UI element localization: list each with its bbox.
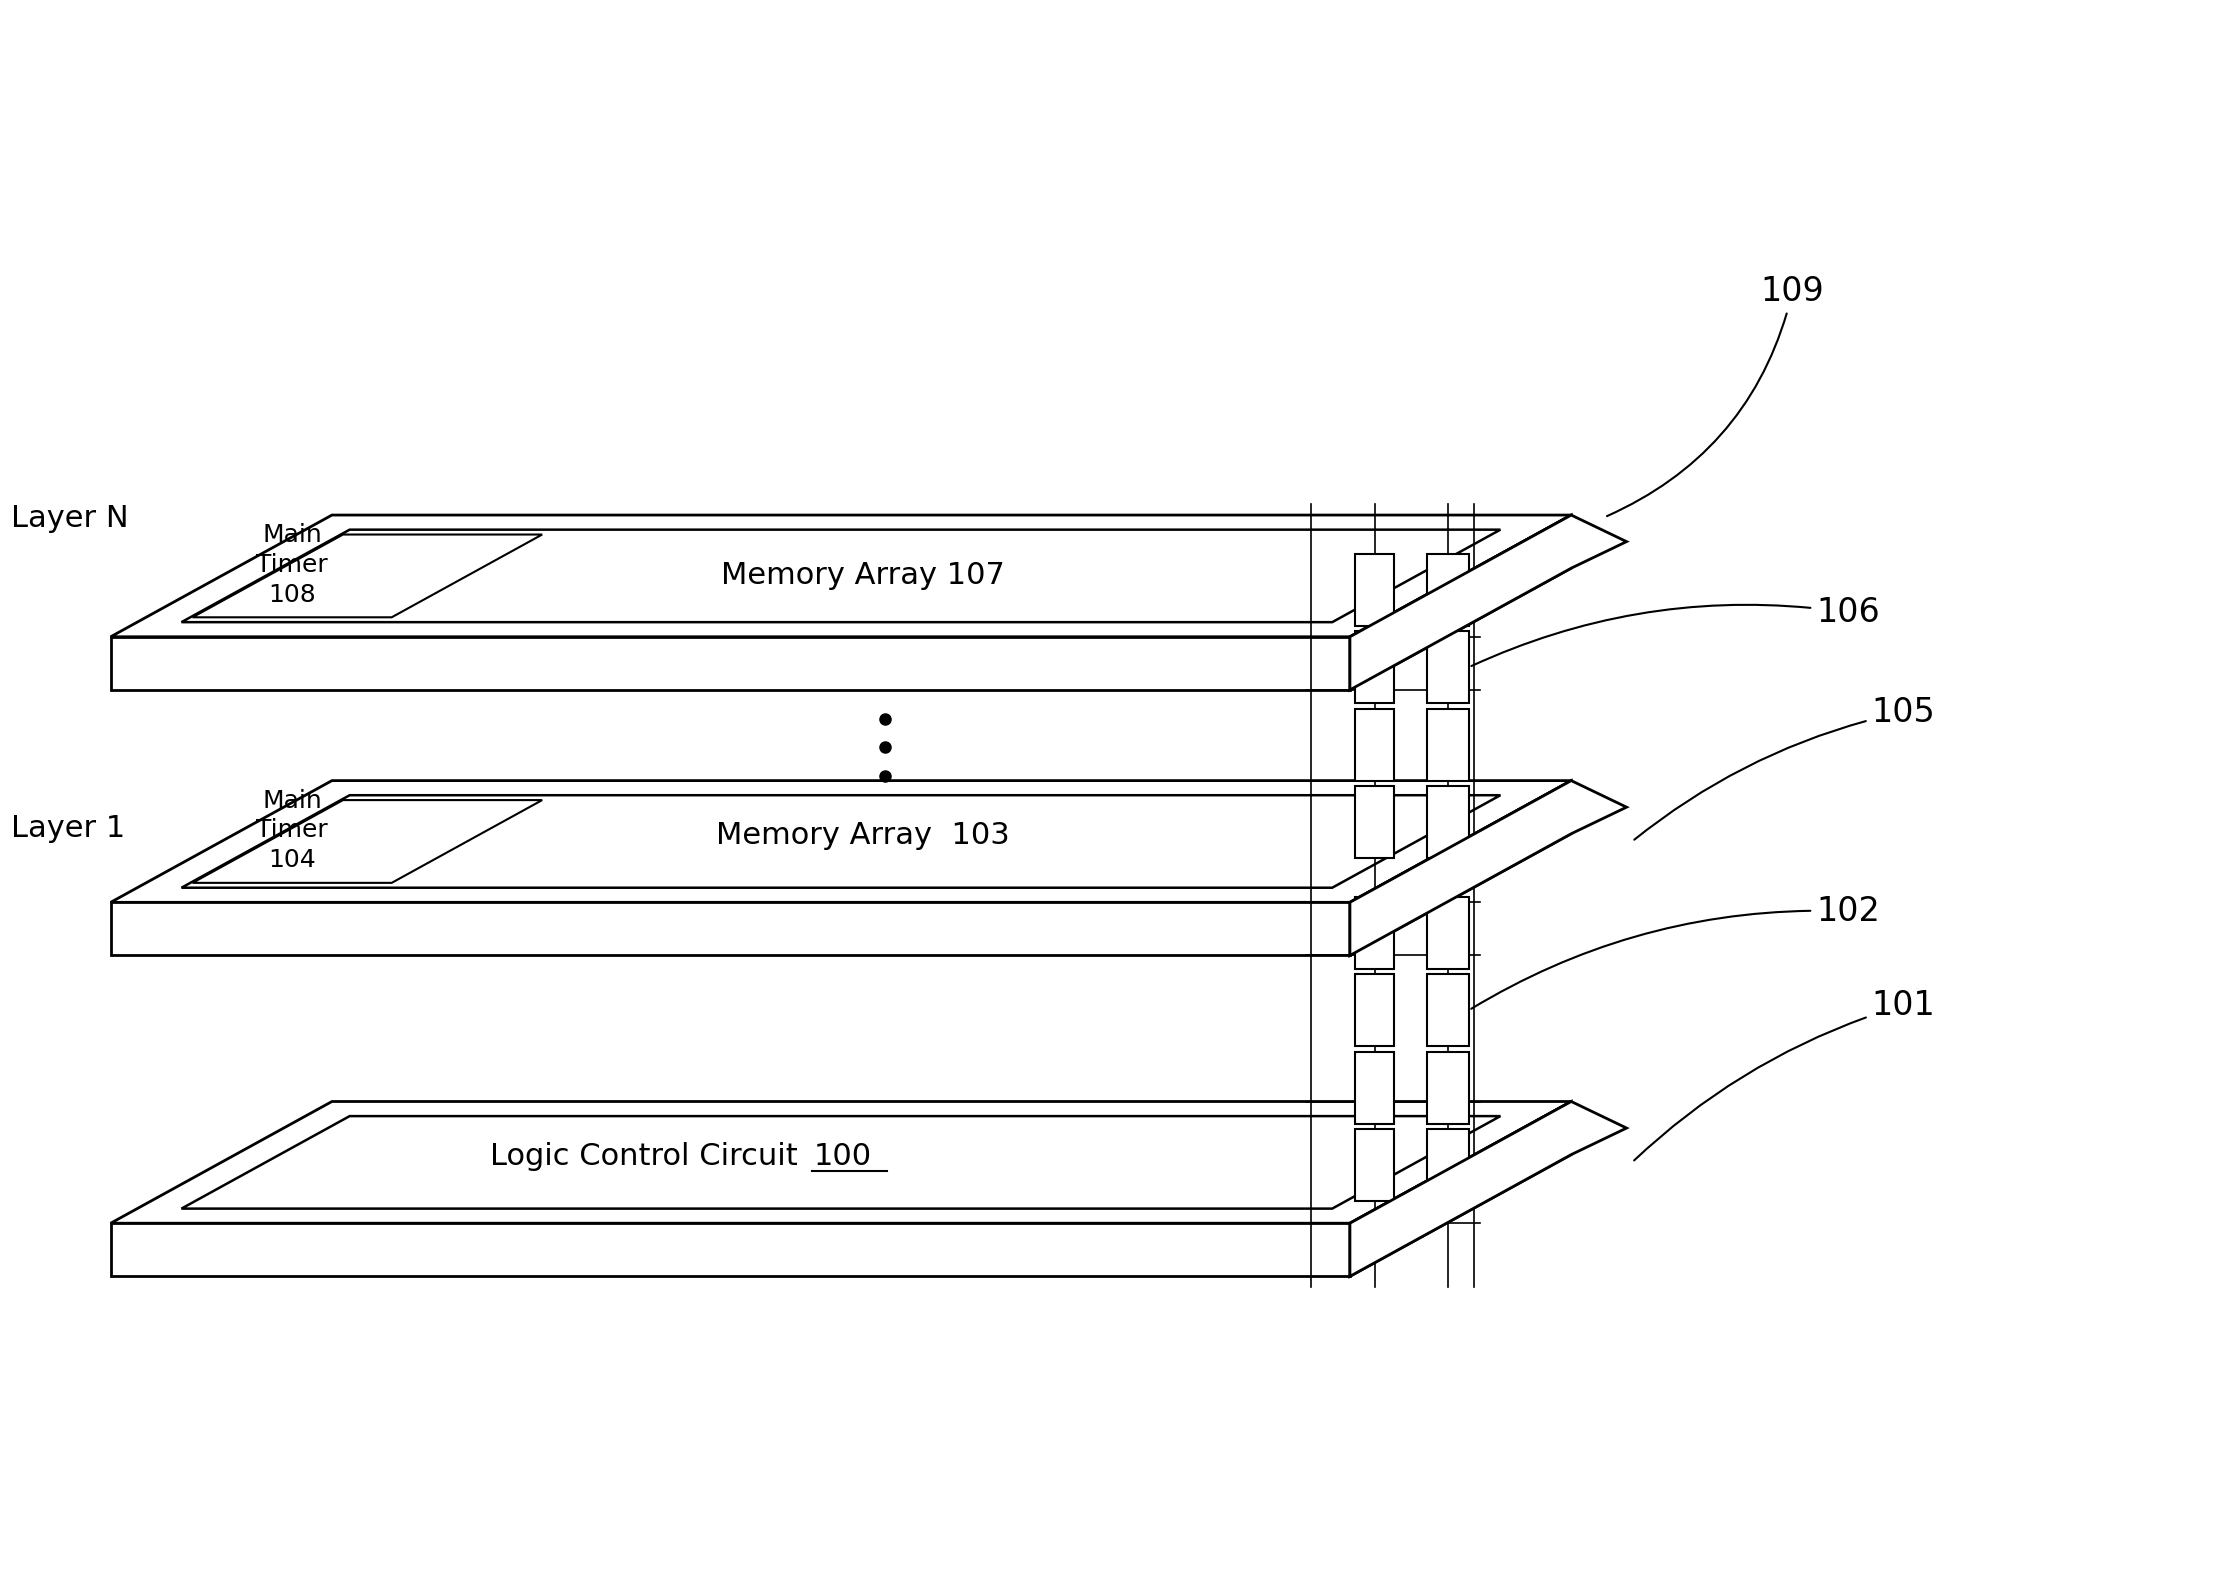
Polygon shape	[111, 515, 1571, 636]
Bar	[1354, 631, 1394, 703]
Text: Main
Timer
108: Main Timer 108	[257, 523, 328, 606]
Bar	[1427, 1051, 1469, 1124]
Bar	[1427, 897, 1469, 968]
Bar	[1354, 785, 1394, 859]
Polygon shape	[181, 529, 1500, 622]
Text: 106: 106	[1472, 596, 1879, 666]
Bar	[1427, 785, 1469, 859]
Polygon shape	[181, 795, 1500, 887]
Polygon shape	[1350, 1102, 1627, 1277]
Bar	[1427, 1129, 1469, 1200]
Bar	[1427, 709, 1469, 781]
Text: 102: 102	[1472, 895, 1879, 1008]
Bar	[1427, 975, 1469, 1046]
Bar	[1354, 553, 1394, 626]
Bar	[1354, 1129, 1394, 1200]
Polygon shape	[111, 903, 1350, 956]
Polygon shape	[193, 800, 542, 882]
Bar	[1354, 709, 1394, 781]
Polygon shape	[111, 781, 1571, 903]
Text: 101: 101	[1633, 989, 1934, 1161]
Polygon shape	[1350, 1102, 1571, 1277]
Text: Memory Array  103: Memory Array 103	[717, 822, 1009, 851]
Text: Memory Array 107: Memory Array 107	[721, 561, 1005, 590]
Bar	[1354, 975, 1394, 1046]
Polygon shape	[111, 636, 1350, 690]
Text: 105: 105	[1633, 695, 1934, 840]
Text: Main
Timer
104: Main Timer 104	[257, 789, 328, 871]
Polygon shape	[111, 1102, 1571, 1223]
Polygon shape	[1350, 515, 1627, 690]
Polygon shape	[193, 534, 542, 617]
Bar	[1427, 553, 1469, 626]
Polygon shape	[1350, 781, 1571, 956]
Polygon shape	[1350, 781, 1627, 956]
Text: Logic Control Circuit: Logic Control Circuit	[491, 1142, 808, 1172]
Text: Layer 1: Layer 1	[11, 814, 126, 843]
Text: 100: 100	[814, 1142, 872, 1172]
Polygon shape	[111, 1223, 1350, 1277]
Bar	[1354, 897, 1394, 968]
Polygon shape	[1350, 515, 1571, 690]
Polygon shape	[181, 1116, 1500, 1208]
Text: Layer N: Layer N	[11, 504, 128, 533]
Bar	[1427, 631, 1469, 703]
Text: 109: 109	[1607, 275, 1824, 517]
Bar	[1354, 1051, 1394, 1124]
